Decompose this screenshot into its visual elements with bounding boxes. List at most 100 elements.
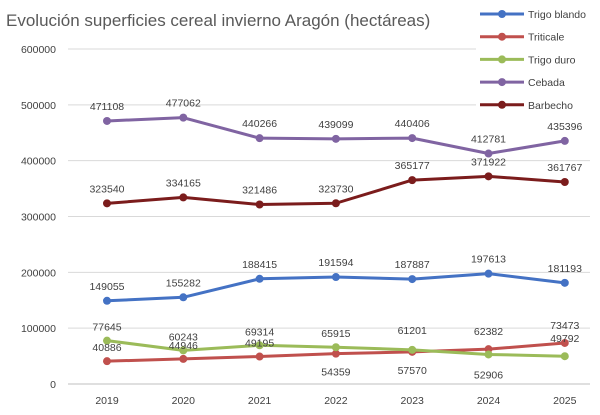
x-tick-label: 2023 (401, 395, 425, 407)
data-point (331, 199, 340, 208)
data-label: 181193 (548, 263, 582, 275)
data-label: 323730 (318, 183, 353, 195)
data-point (255, 134, 264, 143)
data-point (331, 343, 340, 352)
data-label: 49195 (245, 338, 274, 350)
data-label: 149055 (89, 281, 124, 293)
data-point (560, 338, 569, 347)
data-point (255, 200, 264, 209)
y-tick-label: 200000 (21, 267, 56, 279)
data-point (560, 136, 569, 145)
x-tick-label: 2020 (172, 395, 196, 407)
data-label: 62382 (474, 326, 503, 338)
data-point (408, 275, 417, 284)
x-tick-label: 2025 (553, 395, 577, 407)
data-label: 197613 (471, 254, 506, 266)
data-point (255, 352, 264, 361)
data-point (560, 278, 569, 287)
data-label: 323540 (89, 183, 124, 195)
data-point (255, 341, 264, 350)
data-point (179, 193, 188, 202)
data-point (560, 352, 569, 361)
data-point (408, 345, 417, 354)
data-point (331, 273, 340, 282)
y-tick-label: 0 (50, 379, 56, 391)
data-label: 471108 (90, 101, 124, 113)
legend-swatch-marker (498, 78, 506, 87)
data-label: 187887 (395, 259, 430, 271)
data-label: 69314 (245, 326, 274, 338)
legend-swatch-marker (498, 10, 506, 18)
x-tick-label: 2019 (95, 395, 119, 407)
y-tick-label: 100000 (21, 323, 56, 335)
data-label-layer: 149055 155282 188415 191594 187887 197613 1811… (89, 98, 582, 382)
data-point (408, 176, 417, 185)
data-point (103, 199, 111, 208)
data-label: 412781 (471, 134, 506, 146)
data-label: 365177 (395, 160, 430, 172)
data-label: 334165 (166, 177, 201, 189)
data-point (103, 336, 111, 345)
data-point (103, 116, 111, 125)
data-label: 361767 (547, 162, 582, 174)
chart-title: Evolución superficies cereal invierno Ar… (6, 11, 430, 30)
data-label: 321486 (242, 185, 277, 197)
legend-label: Triticale (528, 32, 565, 44)
data-point (179, 346, 188, 355)
data-label: 73473 (550, 320, 579, 332)
data-point (560, 178, 569, 187)
data-point (484, 149, 493, 158)
data-point (331, 349, 340, 358)
data-label: 188415 (242, 259, 277, 271)
y-tick-label: 600000 (21, 44, 56, 56)
data-label: 371922 (471, 156, 506, 168)
legend-background (476, 4, 596, 122)
y-tick-label: 500000 (21, 100, 56, 112)
data-label: 44946 (169, 340, 198, 352)
data-label: 49792 (550, 333, 579, 345)
legend-label: Barbecho (528, 100, 573, 112)
data-point (103, 296, 111, 305)
data-label: 60243 (169, 331, 198, 343)
data-point (331, 134, 340, 143)
data-label: 155282 (166, 277, 201, 289)
grid-layer (68, 48, 590, 329)
data-point (484, 350, 493, 359)
data-label: 54359 (321, 367, 350, 379)
data-point (255, 274, 264, 283)
data-label: 440266 (242, 118, 277, 130)
data-point (179, 293, 188, 302)
data-label: 439099 (318, 119, 353, 131)
legend-swatch-marker (498, 32, 506, 41)
data-label: 61201 (398, 325, 427, 337)
x-tick-label: 2024 (477, 395, 501, 407)
legend-swatch-marker (498, 55, 506, 64)
data-point (103, 357, 111, 366)
data-label: 477062 (166, 98, 201, 110)
legend-label: Trigo duro (528, 54, 576, 66)
y-tick-label: 400000 (21, 156, 56, 168)
legend-label: Trigo blando (528, 9, 586, 21)
data-point (484, 172, 493, 181)
data-label: 57570 (398, 365, 427, 377)
data-label: 77645 (92, 322, 121, 334)
data-point (408, 134, 417, 143)
data-label: 191594 (318, 257, 353, 269)
legend: Trigo blando Triticale Trigo duro Cebada Bar… (476, 4, 596, 122)
data-label: 65915 (321, 328, 350, 340)
data-label: 40886 (92, 342, 121, 354)
x-tick-label: 2022 (324, 395, 348, 407)
data-label: 440406 (395, 118, 430, 130)
series-layer (103, 113, 569, 366)
data-label: 435396 (547, 121, 582, 133)
data-label: 52906 (474, 369, 503, 381)
data-point (179, 354, 188, 363)
legend-swatch-marker (498, 100, 506, 109)
x-tick-label: 2021 (248, 395, 272, 407)
legend-label: Cebada (528, 77, 565, 89)
y-tick-label: 300000 (21, 212, 56, 224)
axis-layer: 0 100000 200000 300000 400000 500000 600000 201… (21, 44, 590, 407)
data-point (179, 113, 188, 122)
data-point (484, 269, 493, 278)
